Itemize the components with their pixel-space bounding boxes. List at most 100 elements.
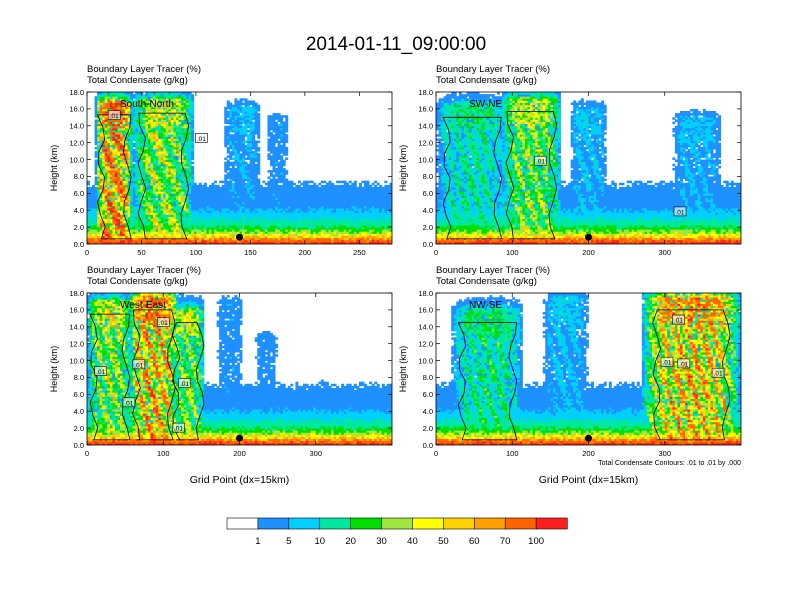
field-cell	[249, 100, 253, 103]
field-cell	[310, 199, 314, 203]
field-cell	[120, 94, 123, 97]
field-cell	[242, 178, 245, 182]
field-cell	[92, 212, 96, 215]
field-cell	[94, 193, 98, 196]
field-cell	[94, 138, 98, 141]
field-cell	[272, 113, 276, 116]
field-cell	[196, 220, 200, 224]
field-cell	[153, 151, 157, 154]
field-cell	[257, 159, 261, 163]
field-cell	[87, 214, 90, 217]
field-cell	[214, 220, 218, 224]
field-cell	[198, 214, 202, 217]
field-cell	[221, 208, 225, 211]
field-cell	[178, 140, 182, 144]
field-cell	[99, 220, 103, 224]
field-cell	[183, 195, 187, 198]
field-cell	[140, 163, 144, 167]
field-cell	[112, 170, 116, 173]
field-cell	[109, 229, 113, 232]
field-cell	[109, 208, 113, 211]
field-cell	[219, 235, 223, 239]
field-cell	[175, 227, 179, 230]
field-cell	[165, 172, 169, 175]
field-cell	[267, 170, 271, 173]
field-cell	[247, 149, 251, 152]
field-cell	[145, 210, 149, 213]
field-cell	[142, 98, 146, 101]
field-cell	[150, 195, 154, 198]
field-cell	[224, 210, 228, 213]
field-cell	[158, 241, 162, 244]
field-cell	[239, 218, 243, 222]
field-cell	[114, 134, 118, 137]
field-cell	[102, 193, 106, 196]
field-cell	[280, 227, 284, 230]
field-cell	[150, 130, 154, 133]
field-cell	[178, 113, 182, 116]
field-cell	[155, 153, 159, 156]
field-cell	[219, 216, 223, 220]
field-cell	[130, 96, 134, 99]
field-cell	[107, 102, 111, 106]
field-cell	[158, 182, 162, 186]
field-cell	[267, 210, 271, 213]
field-cell	[175, 191, 179, 194]
field-cell	[173, 106, 177, 110]
field-cell	[252, 235, 256, 239]
field-cell	[155, 155, 159, 158]
field-cell	[252, 132, 256, 135]
field-cell	[150, 98, 154, 101]
field-cell	[114, 142, 118, 146]
field-cell	[226, 161, 230, 165]
field-cell	[130, 225, 134, 228]
field-cell	[203, 203, 207, 207]
field-cell	[173, 208, 177, 211]
field-cell	[214, 225, 218, 228]
field-cell	[193, 197, 197, 201]
field-cell	[145, 92, 149, 95]
field-cell	[216, 184, 220, 188]
field-cell	[135, 104, 139, 108]
field-cell	[117, 231, 121, 234]
field-cell	[308, 184, 312, 188]
field-cell	[216, 203, 220, 207]
field-cell	[270, 140, 273, 144]
field-cell	[234, 216, 238, 220]
field-cell	[168, 170, 172, 173]
field-cell	[183, 193, 187, 196]
field-cell	[209, 216, 212, 220]
field-cell	[145, 100, 149, 103]
field-cell	[153, 161, 157, 165]
field-cell	[130, 92, 134, 95]
field-cell	[137, 210, 141, 213]
field-cell	[104, 125, 108, 129]
field-cell	[254, 174, 258, 177]
field-cell	[198, 222, 202, 226]
field-cell	[112, 161, 116, 165]
field-cell	[99, 125, 103, 129]
field-cell	[148, 241, 151, 244]
field-cell	[155, 149, 159, 152]
field-cell	[249, 161, 253, 165]
field-cell	[117, 155, 121, 158]
field-cell	[92, 199, 96, 203]
field-cell	[127, 113, 131, 116]
field-cell	[183, 92, 187, 95]
field-cell	[282, 233, 286, 236]
field-cell	[140, 136, 144, 139]
field-cell	[318, 231, 322, 234]
field-cell	[165, 168, 169, 171]
field-cell	[234, 153, 238, 156]
field-cell	[262, 206, 266, 209]
field-cell	[257, 225, 261, 228]
field-cell	[130, 231, 134, 234]
field-cell	[150, 212, 154, 215]
field-cell	[145, 132, 149, 135]
field-cell	[168, 138, 172, 141]
field-cell	[104, 161, 108, 165]
field-cell	[183, 206, 187, 209]
field-cell	[183, 127, 187, 131]
field-cell	[122, 178, 126, 182]
field-cell	[94, 168, 98, 171]
